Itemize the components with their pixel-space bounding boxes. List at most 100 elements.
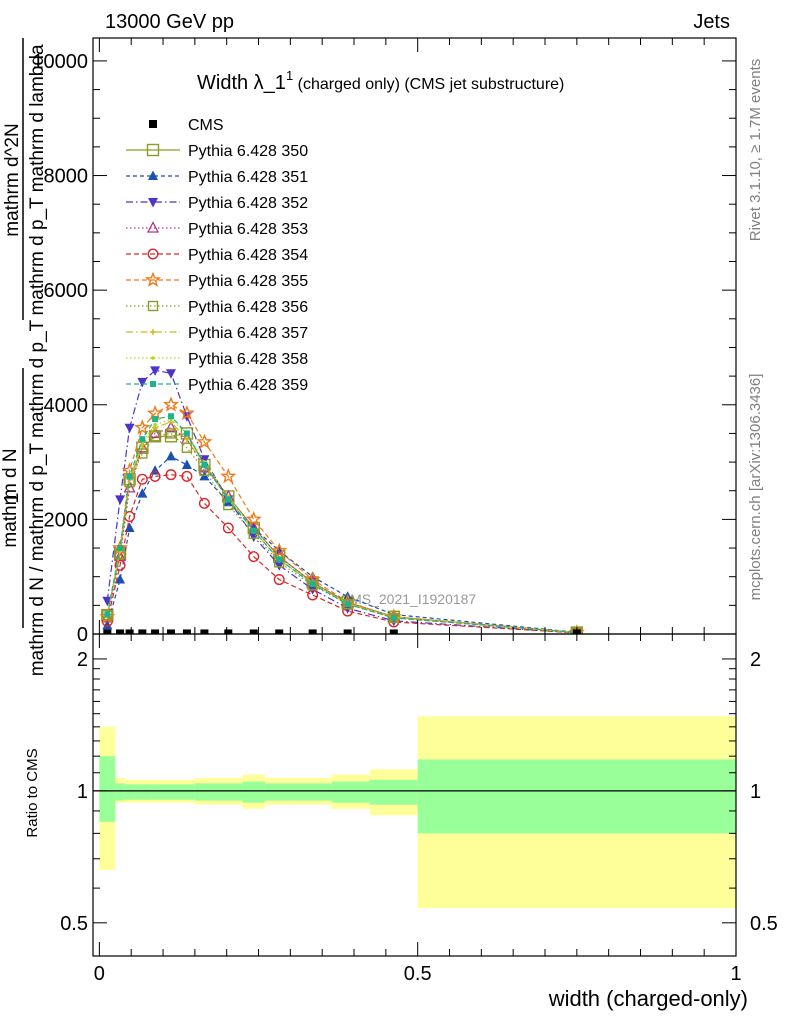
ratio-band-green-14 [417,759,736,834]
series-0-point-5 [166,629,175,634]
series-0-point-12 [343,629,352,634]
series-5-point-9 [248,551,260,563]
series-6-point-3 [134,419,151,435]
plot-title-superscript: 1 [286,68,293,83]
series-10-point-1 [117,545,124,552]
legend-label-8: Pythia 6.428 357 [188,325,308,342]
series-5-point-4 [149,470,161,482]
main-ytick-label-1: 2000 [44,509,89,531]
series-7 [102,428,583,634]
series-5-point-3 [136,473,148,485]
series-line-4 [106,427,577,634]
legend-label-1: Pythia 6.428 350 [188,143,308,160]
legend: CMS Pythia 6.428 350 Pythia 6.428 351 Pythi… [126,117,308,394]
series-7-point-0 [102,609,113,621]
series-10-point-12 [344,601,351,608]
series-2-point-0 [102,619,113,630]
ratio-band-green-5 [163,784,179,800]
series-line-6 [106,404,577,634]
series-6-point-10 [271,542,288,558]
series-4-point-5 [164,420,178,433]
ratio-ytick-label-left-0: 0.5 [60,913,88,935]
analysis-watermark: CMS_2021_I1920187 [340,591,476,607]
series-2-point-2 [124,522,135,532]
series-2-point-6 [181,459,192,469]
ratio-band-green-8 [213,783,243,801]
series-3-point-4 [150,366,161,376]
main-ytick-label-5: 10000 [32,51,88,73]
series-0-point-11 [308,629,317,634]
series-line-3 [106,369,577,634]
legend-marker-3 [148,198,158,208]
series-0-point-7 [200,629,209,634]
series-10-point-11 [309,581,316,588]
ratio-band-green-0 [99,756,116,822]
legend-marker-2 [148,170,158,180]
legend-label-3: Pythia 6.428 352 [188,195,308,212]
series-10-point-13 [390,614,397,621]
series-9-point-4 [153,423,157,427]
ratio-y-axis-label: Ratio to CMS [24,748,41,837]
ratio-band-green-2 [124,784,135,800]
series-1-point-4 [148,430,162,443]
series-5 [101,469,583,634]
series-10 [104,413,580,634]
series-4-point-4 [148,426,162,439]
series-5-point-1 [114,559,126,571]
main-y-axis-label: 1 mathrm d N mathrm d N / mathrm d p_T m… [0,38,48,676]
series-6-point-8 [220,467,237,484]
ratio-plot-frame [92,633,737,957]
legend-marker-1 [146,143,160,157]
ratio-band-green-12 [331,781,370,803]
ratio-band-green-13 [369,779,418,805]
legend-label-9: Pythia 6.428 358 [188,351,308,368]
legend-label-10: Pythia 6.428 359 [188,377,308,394]
legend-entry-7: Pythia 6.428 356 [126,299,308,316]
legend-entry-0: CMS [149,117,224,134]
ratio-band-green-9 [242,781,265,803]
ratio-band-green-6 [178,784,195,800]
ratio-band-green-10 [264,783,294,801]
legend-label-6: Pythia 6.428 355 [188,273,308,290]
legend-marker-0 [149,120,157,128]
series-6-point-6 [178,404,195,421]
series-3-point-5 [165,369,176,379]
series-0-point-1 [116,629,125,634]
legend-entry-6: Pythia 6.428 355 [126,271,308,290]
series-3-point-9 [248,532,259,543]
series-6-point-9 [245,510,262,527]
legend-entry-4: Pythia 6.428 353 [126,221,308,238]
series-5-point-5 [165,469,177,481]
series-3-point-2 [124,423,135,434]
series-10-point-4 [152,416,159,423]
ratio-band-green-11 [293,783,332,801]
series-2-point-3 [137,488,148,498]
header-energy-label: 13000 GeV pp [105,11,234,33]
legend-entry-2: Pythia 6.428 351 [126,169,308,186]
series-10-point-3 [139,436,146,443]
y-label-numerator-1: mathrm d N [0,448,21,547]
series-10-point-7 [201,461,208,468]
legend-label-2: Pythia 6.428 351 [188,169,308,186]
legend-entry-10: Pythia 6.428 359 [126,377,308,394]
ratio-band-green-1 [115,783,125,801]
x-axis-label: width (charged-only) [548,986,748,1011]
xtick-label-1: 0.5 [404,963,432,985]
series-0-point-0 [103,629,112,634]
series-6-point-7 [196,433,213,449]
legend-marker-4 [146,221,160,233]
plot-title-main: Width λ_1 [197,72,286,94]
main-ytick-label-3: 6000 [44,280,89,302]
legend-entry-8: Pythia 6.428 357 [126,325,308,342]
legend-entry-3: Pythia 6.428 352 [126,195,308,212]
series-7-point-12 [342,599,353,610]
series-7-point-6 [181,442,193,453]
plot-title-rest: (charged only) (CMS jet substructure) [293,76,564,93]
series-7-point-4 [149,431,161,442]
mcplots-label: mcplots.cern.ch [arXiv:1306.3436] [747,374,764,601]
series-3-point-3 [137,377,148,388]
legend-label-7: Pythia 6.428 356 [188,299,308,316]
series-3-point-1 [115,495,126,505]
series-line-7 [106,432,577,634]
series-10-point-10 [276,556,283,563]
